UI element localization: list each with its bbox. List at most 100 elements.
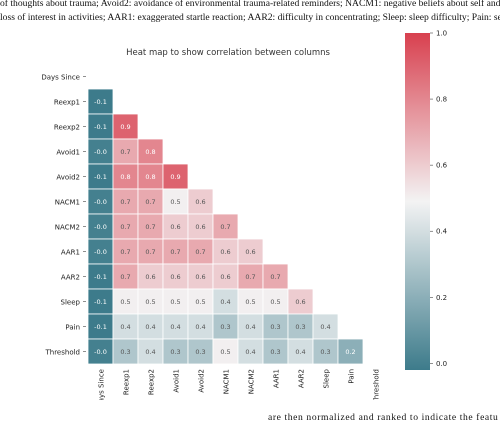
heatmap-cell (112, 163, 139, 190)
heatmap-cell (87, 238, 114, 265)
cell-value-label: 0.7 (145, 198, 155, 206)
heatmap-cell (187, 188, 214, 215)
heatmap-cell (162, 163, 189, 190)
heatmap-cell (162, 313, 189, 340)
column-label: Avoid2 (198, 369, 206, 393)
cell-value-label: 0.9 (120, 123, 130, 131)
paragraph-line: loss of interest in activities; AAR1: ex… (0, 12, 500, 23)
heatmap-cell (287, 338, 314, 365)
column-label: Days Since (98, 369, 106, 400)
heatmap-cell (187, 213, 214, 240)
row-label: Avoid1 (56, 149, 80, 157)
heatmap-cell (212, 213, 239, 240)
cell-value-label: 0.7 (170, 248, 180, 256)
cell-value-label: 0.3 (320, 348, 330, 356)
heatmap-cell (212, 313, 239, 340)
cell-value-label: 0.4 (320, 323, 330, 331)
row-label: AAR1 (61, 249, 80, 257)
cell-value-label: 0.5 (270, 298, 280, 306)
cell-value-label: 0.7 (195, 248, 205, 256)
column-label: Reexp1 (123, 369, 131, 395)
cell-value-label: 0.6 (195, 273, 205, 281)
heatmap-cell (337, 338, 364, 365)
cell-value-label: 0.4 (220, 298, 230, 306)
cell-value-label: -0.1 (94, 273, 107, 281)
cell-value-label: -0.1 (94, 123, 107, 131)
heatmap-cell (87, 313, 114, 340)
heatmap-cell (112, 238, 139, 265)
heatmap-cell (312, 338, 339, 365)
row-label: Reexp1 (54, 99, 80, 107)
heatmap-cell (237, 263, 264, 290)
cell-value-label: 0.7 (120, 273, 130, 281)
cell-value-label: 0.6 (170, 223, 180, 231)
cell-value-label: 0.6 (220, 248, 230, 256)
row-label: NACM2 (55, 224, 80, 232)
cell-value-label: -0.0 (94, 198, 107, 206)
cell-value-label: 0.9 (170, 173, 180, 181)
cell-value-label: 0.2 (345, 348, 355, 356)
cell-value-label: 0.7 (120, 148, 130, 156)
heatmap-cell (112, 113, 139, 140)
column-label: AAR2 (298, 369, 306, 388)
colorbar-tick-label: 0.0 (436, 360, 447, 368)
cell-value-label: 0.3 (270, 323, 280, 331)
heatmap-figure: Heat map to show correlation between col… (41, 30, 448, 401)
cell-value-label: 0.7 (145, 223, 155, 231)
column-label: Threshold (373, 369, 381, 400)
cell-value-label: 0.8 (120, 173, 130, 181)
heatmap-cell (212, 288, 239, 315)
cell-value-label: 0.5 (170, 198, 180, 206)
heatmap-cell (262, 338, 289, 365)
row-label: Avoid2 (56, 174, 80, 182)
column-label: NACM2 (248, 369, 256, 394)
cell-value-label: 0.7 (120, 248, 130, 256)
cell-value-label: 0.7 (120, 223, 130, 231)
heatmap-cell (112, 338, 139, 365)
cell-value-label: 0.6 (245, 248, 255, 256)
cell-value-label: 0.3 (270, 348, 280, 356)
cell-value-label: 0.6 (220, 273, 230, 281)
cell-value-label: 0.5 (220, 348, 230, 356)
heatmap-cell (187, 238, 214, 265)
cell-value-label: 0.3 (220, 323, 230, 331)
heatmap-cell (87, 88, 114, 115)
cell-value-label: 0.6 (295, 298, 305, 306)
paragraph-line: of thoughts about trauma; Avoid2: avoida… (0, 0, 500, 9)
cell-value-label: 0.3 (195, 348, 205, 356)
colorbar-tick-label: 0.6 (436, 162, 448, 170)
heatmap-cell (312, 313, 339, 340)
chart-title: Heat map to show correlation between col… (126, 48, 330, 58)
cell-value-label: -0.0 (94, 148, 107, 156)
colorbar (405, 33, 430, 370)
row-label: Reexp2 (54, 124, 80, 132)
cell-value-label: 0.7 (145, 248, 155, 256)
cell-value-label: 0.6 (195, 223, 205, 231)
heatmap-cell (212, 338, 239, 365)
row-label: AAR2 (61, 274, 80, 282)
heatmap-cell (187, 263, 214, 290)
cell-value-label: 0.4 (245, 323, 255, 331)
cell-value-label: 0.4 (245, 348, 255, 356)
heatmap-cell (237, 288, 264, 315)
paragraph-line: are then normalized and ranked to indica… (268, 412, 499, 423)
cell-value-label: 0.3 (295, 323, 305, 331)
cell-value-label: 0.4 (295, 348, 305, 356)
cell-value-label: -0.0 (94, 348, 107, 356)
cell-value-label: 0.5 (195, 298, 205, 306)
heatmap-cell (187, 338, 214, 365)
cell-value-label: 0.7 (245, 273, 255, 281)
column-label: Reexp2 (148, 369, 156, 395)
cell-value-label: 0.7 (120, 198, 130, 206)
column-label: Sleep (323, 368, 331, 388)
heatmap-cell (162, 338, 189, 365)
column-label: NACM1 (223, 369, 231, 394)
cell-value-label: 0.6 (145, 273, 155, 281)
row-label: Pain (65, 324, 80, 332)
cell-value-label: 0.5 (170, 298, 180, 306)
heatmap-cell (112, 188, 139, 215)
heatmap-cell (137, 338, 164, 365)
cell-value-label: -0.1 (94, 98, 107, 106)
cell-value-label: 0.5 (120, 298, 130, 306)
